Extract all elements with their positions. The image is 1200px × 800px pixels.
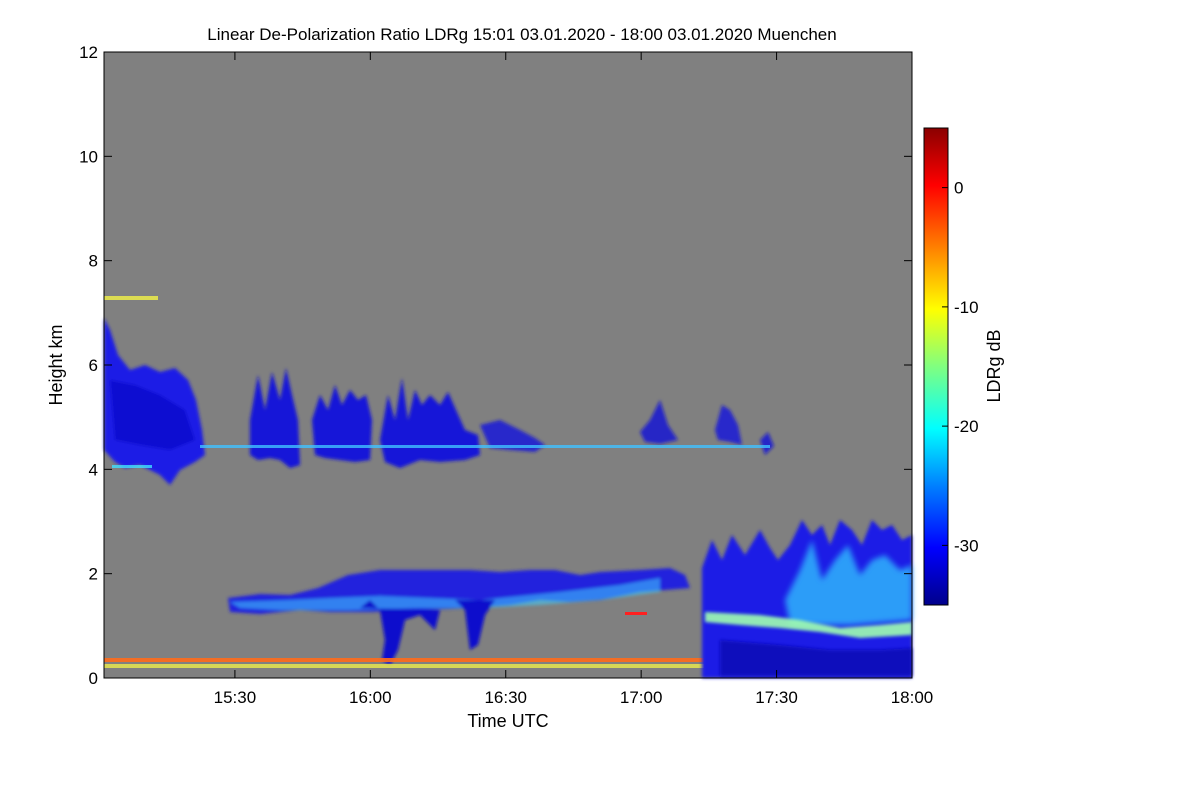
y-tick-label: 12 — [79, 43, 98, 62]
aerosol-layer-7km — [104, 296, 158, 300]
y-tick-label: 10 — [79, 147, 98, 166]
x-tick-label: 18:00 — [891, 688, 934, 707]
red-pixels — [625, 612, 647, 615]
surface-layer-high — [104, 658, 704, 662]
x-axis: 15:30 16:00 16:30 17:00 17:30 18:00 — [214, 52, 934, 707]
colorbar-ticks: 0 -10 -20 -30 — [942, 179, 979, 555]
surface-layer-low — [104, 664, 704, 668]
y-tick-label: 2 — [89, 565, 98, 584]
colorbar-tick-label: -30 — [954, 536, 979, 555]
precipitating-cloud — [702, 520, 912, 678]
x-tick-label: 17:30 — [755, 688, 798, 707]
x-tick-label: 17:00 — [620, 688, 663, 707]
y-tick-label: 8 — [89, 252, 98, 271]
heatmap-features — [104, 296, 912, 678]
low-cloud-layer — [228, 568, 690, 665]
x-tick-label: 15:30 — [214, 688, 257, 707]
thin-layer-4km-left — [112, 465, 152, 468]
chart-title: Linear De-Polarization Ratio LDRg 15:01 … — [207, 25, 836, 44]
x-axis-title: Time UTC — [467, 711, 548, 731]
colorbar-tick-label: -20 — [954, 417, 979, 436]
cirrus-cloud-main — [104, 318, 205, 485]
x-tick-label: 16:30 — [484, 688, 527, 707]
colorbar-tick-label: 0 — [954, 179, 963, 198]
y-axis-title: Height km — [46, 324, 66, 405]
y-tick-label: 4 — [89, 460, 98, 479]
colorbar — [923, 127, 949, 606]
y-tick-label: 0 — [89, 669, 98, 688]
thin-layer-4km — [200, 445, 770, 448]
y-axis: 0 2 4 6 8 10 12 — [79, 43, 912, 688]
colorbar-title: LDRg dB — [984, 329, 1004, 402]
y-tick-label: 6 — [89, 356, 98, 375]
colorbar-tick-label: -10 — [954, 298, 979, 317]
x-tick-label: 16:00 — [349, 688, 392, 707]
